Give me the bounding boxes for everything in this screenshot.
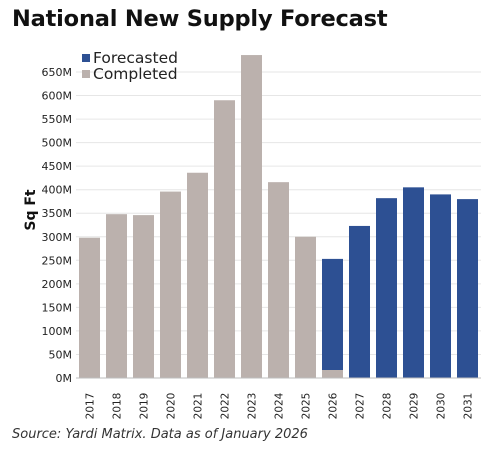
legend-swatch-forecasted — [82, 54, 90, 62]
y-tick-label: 100M — [42, 325, 73, 338]
x-tick-label: 2017 — [85, 393, 97, 420]
y-tick-label: 250M — [42, 254, 73, 267]
x-tick-label: 2024 — [274, 392, 286, 419]
y-tick-label: 50M — [49, 348, 73, 361]
x-tick-label: 2021 — [193, 393, 205, 420]
bar-forecasted-2026 — [322, 258, 343, 370]
bar-forecasted-2029 — [403, 187, 424, 378]
chart-title: National New Supply Forecast — [12, 6, 388, 32]
y-tick-label: 0M — [56, 372, 73, 385]
y-tick-label: 650M — [42, 66, 73, 79]
x-tick-label: 2030 — [436, 393, 448, 420]
bar-forecasted-2028 — [376, 198, 397, 378]
x-tick-label: 2031 — [463, 393, 475, 420]
bar-forecasted-2027 — [349, 225, 370, 378]
y-tick-label: 350M — [42, 207, 73, 220]
bar-completed-2022 — [214, 100, 235, 378]
y-tick-label: 450M — [42, 160, 73, 173]
source-note: Source: Yardi Matrix. Data as of January… — [12, 427, 308, 442]
x-tick-label: 2028 — [382, 393, 394, 420]
x-tick-label: 2026 — [328, 392, 340, 419]
x-tick-label: 2029 — [409, 393, 421, 420]
y-axis-label: Sq Ft — [23, 189, 39, 231]
x-tick-label: 2018 — [112, 393, 124, 420]
bar-completed-2023 — [241, 55, 262, 378]
bar-forecasted-2031 — [457, 199, 478, 378]
x-tick-label: 2025 — [301, 393, 313, 420]
legend-swatch-completed — [82, 70, 90, 78]
bar-completed-2025 — [295, 236, 316, 378]
x-tick-label: 2022 — [220, 393, 232, 420]
y-tick-label: 150M — [42, 301, 73, 314]
bar-completed-2024 — [268, 182, 289, 378]
bar-completed-2020 — [160, 191, 181, 378]
y-tick-label: 600M — [42, 90, 73, 103]
bar-completed-2018 — [106, 214, 127, 378]
x-tick-label: 2027 — [355, 393, 367, 420]
y-tick-label: 400M — [42, 184, 73, 197]
y-tick-label: 550M — [42, 113, 73, 126]
legend-label-completed: Completed — [93, 65, 178, 83]
x-tick-label: 2019 — [139, 393, 151, 420]
bar-completed-2021 — [187, 172, 208, 378]
bar-completed-2019 — [133, 215, 154, 378]
y-tick-label: 300M — [42, 231, 73, 244]
y-tick-label: 500M — [42, 137, 73, 150]
x-tick-label: 2023 — [247, 393, 259, 420]
bar-completed-2026 — [322, 369, 343, 378]
y-tick-label: 200M — [42, 278, 73, 291]
bar-forecasted-2030 — [430, 194, 451, 378]
x-tick-label: 2020 — [166, 393, 178, 420]
legend-label-forecasted: Forecasted — [93, 49, 178, 67]
bar-completed-2017 — [79, 237, 100, 378]
